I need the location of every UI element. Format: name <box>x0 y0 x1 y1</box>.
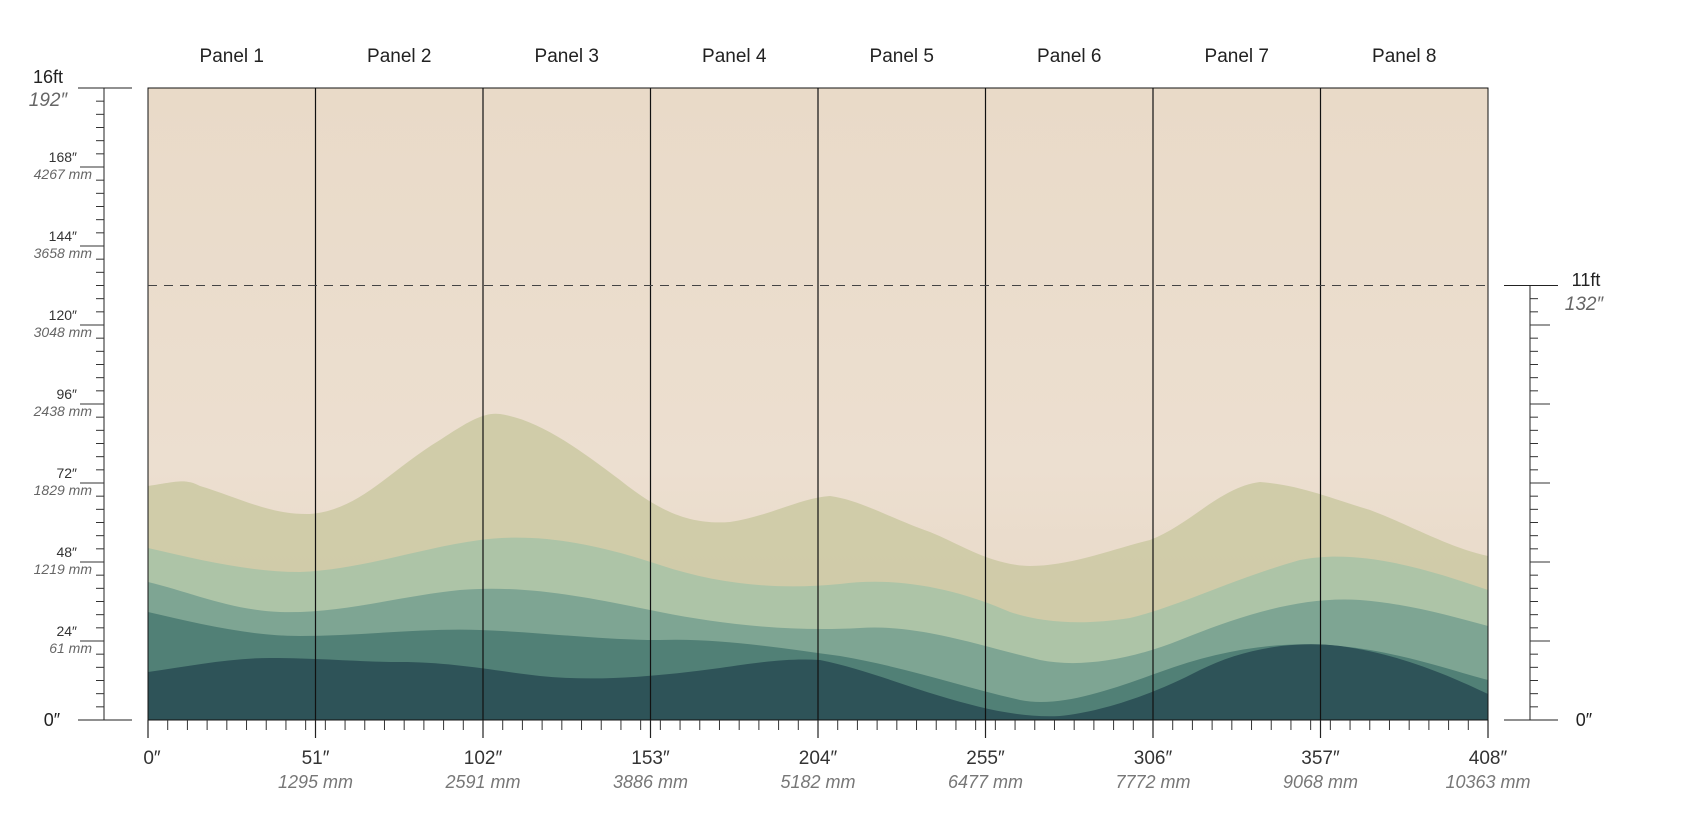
left-scale-mm-label: 1829 mm <box>34 482 93 498</box>
bottom-scale-inch-label: 357″ <box>1301 748 1340 769</box>
left-scale-mm-label: 61 mm <box>49 640 92 656</box>
left-scale-inch-label: 144″ <box>49 228 77 244</box>
right-scale-top-feet: 11ft <box>1572 270 1601 290</box>
left-scale-inch-label: 120″ <box>49 307 77 323</box>
panel-label: Panel 6 <box>1037 46 1101 67</box>
left-scale-inch-label: 96″ <box>56 386 77 402</box>
bottom-scale-mm-label: 6477 mm <box>948 772 1023 792</box>
bottom-scale-inch-label: 306″ <box>1134 748 1173 769</box>
bottom-scale-mm-label: 9068 mm <box>1283 772 1358 792</box>
left-scale-zero: 0″ <box>44 710 61 730</box>
bottom-scale-inch-label: 204″ <box>799 748 838 769</box>
mural-frame <box>147 87 1489 721</box>
bottom-scale-inch-label: 51″ <box>302 748 330 769</box>
left-scale-inch-label: 24″ <box>56 623 77 639</box>
panel-label: Panel 3 <box>535 46 599 67</box>
left-scale-mm-label: 2438 mm <box>33 403 93 419</box>
bottom-width-scale: 0″ 51″ 1295 mm 102″ 2591 mm 153″ 3886 mm 204″ 51… <box>143 720 1531 792</box>
panel-label: Panel 7 <box>1205 46 1269 67</box>
bottom-scale-inch-label: 153″ <box>631 748 670 769</box>
bottom-scale-mm-label: 2591 mm <box>444 772 520 792</box>
right-scale-top-inches: 132″ <box>1565 294 1605 315</box>
bottom-scale-inch-label: 102″ <box>464 748 503 769</box>
left-scale-mm-label: 4267 mm <box>34 166 93 182</box>
bottom-scale-mm-label: 10363 mm <box>1445 772 1530 792</box>
left-height-scale: 16ft 192″ 0″ 168″4267 mm 144″3658 mm 120″3048… <box>29 67 132 730</box>
bottom-scale-inch-label: 408″ <box>1469 748 1508 769</box>
panel-label: Panel 5 <box>870 46 934 67</box>
right-height-scale: 11ft 132″ 0″ <box>1504 270 1604 730</box>
bottom-scale-mm-label: 7772 mm <box>1115 772 1190 792</box>
bottom-scale-inch-label: 0″ <box>143 748 161 769</box>
panel-labels: Panel 1 Panel 2 Panel 3 Panel 4 Panel 5 Panel… <box>200 46 1437 67</box>
bottom-scale-mm-label: 1295 mm <box>278 772 353 792</box>
left-scale-mm-label: 3048 mm <box>34 324 93 340</box>
bottom-scale-mm-label: 5182 mm <box>780 772 855 792</box>
left-scale-inch-label: 168″ <box>49 149 77 165</box>
right-scale-zero: 0″ <box>1576 710 1593 730</box>
panel-label: Panel 4 <box>702 46 767 67</box>
panel-label: Panel 1 <box>200 46 264 67</box>
bottom-scale-inch-label: 255″ <box>966 748 1005 769</box>
panel-label: Panel 2 <box>367 46 431 67</box>
left-scale-mm-label: 3658 mm <box>34 245 93 261</box>
panel-label: Panel 8 <box>1372 46 1436 67</box>
left-scale-top-inches: 192″ <box>29 90 69 111</box>
left-scale-inch-label: 72″ <box>56 465 77 481</box>
bottom-scale-mm-label: 3886 mm <box>613 772 688 792</box>
left-scale-inch-label: 48″ <box>56 544 77 560</box>
left-scale-top-feet: 16ft <box>33 67 63 87</box>
left-scale-mm-label: 1219 mm <box>34 561 93 577</box>
